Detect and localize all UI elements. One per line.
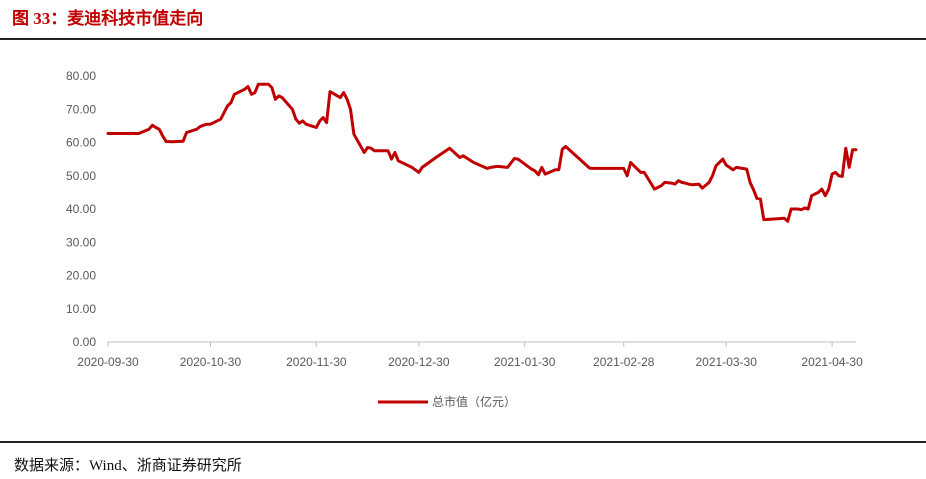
y-tick-label: 60.00 bbox=[66, 136, 96, 150]
x-tick-label: 2020-11-30 bbox=[286, 355, 347, 369]
x-tick-label: 2021-01-30 bbox=[494, 355, 556, 369]
source-rule bbox=[0, 441, 926, 443]
y-tick-label: 50.00 bbox=[66, 169, 96, 183]
market-cap-line-chart: 0.00 10.00 20.00 30.00 40.00 50.00 60.00 70.00 8… bbox=[66, 69, 863, 409]
x-tick-label: 2021-02-28 bbox=[593, 355, 655, 369]
y-tick-label: 10.00 bbox=[66, 302, 96, 316]
legend: 总市值（亿元） bbox=[378, 394, 516, 409]
x-tick-label: 2021-04-30 bbox=[801, 355, 863, 369]
y-tick-label: 20.00 bbox=[66, 269, 96, 283]
y-tick-label: 0.00 bbox=[73, 335, 97, 349]
x-tick-label: 2020-12-30 bbox=[388, 355, 450, 369]
legend-label: 总市值（亿元） bbox=[432, 394, 516, 409]
y-tick-label: 40.00 bbox=[66, 202, 96, 216]
y-axis-ticks: 0.00 10.00 20.00 30.00 40.00 50.00 60.00 70.00 8… bbox=[66, 69, 96, 349]
x-tick-label: 2021-03-30 bbox=[696, 355, 758, 369]
x-tick-label: 2020-10-30 bbox=[180, 355, 242, 369]
y-tick-label: 30.00 bbox=[66, 235, 96, 249]
x-axis-ticks: 2020-09-30 2020-10-30 2020-11-30 2020-12-30… bbox=[77, 342, 863, 369]
y-tick-label: 80.00 bbox=[66, 69, 96, 83]
series-line-market-cap bbox=[106, 82, 858, 223]
figure-title: 图 33：麦迪科技市值走向 bbox=[12, 9, 204, 28]
source-note: 数据来源：Wind、浙商证券研究所 bbox=[14, 458, 242, 474]
x-tick-label: 2020-09-30 bbox=[77, 355, 139, 369]
y-tick-label: 70.00 bbox=[66, 102, 96, 116]
title-rule bbox=[0, 38, 926, 40]
